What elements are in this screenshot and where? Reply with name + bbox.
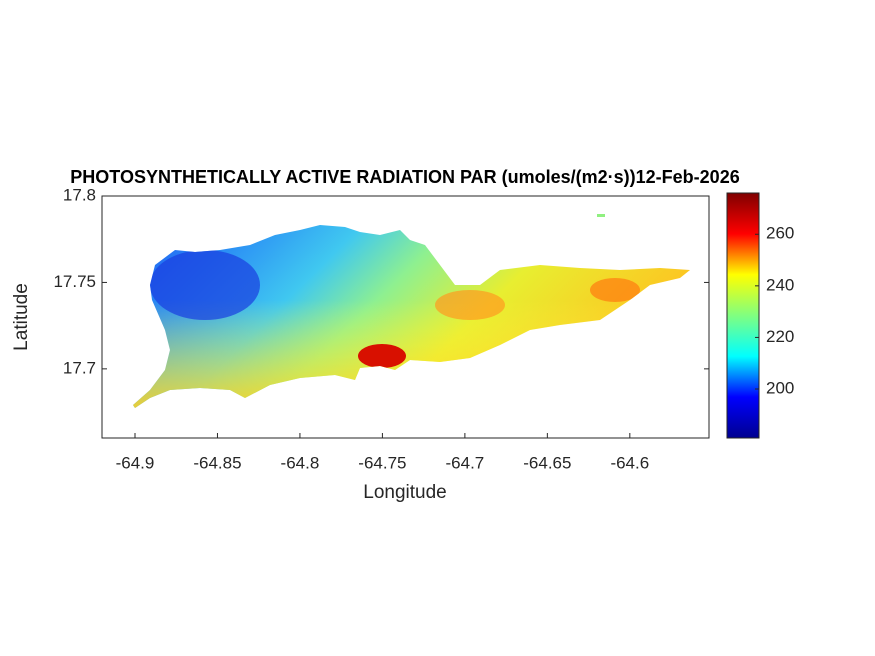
x-tick-label: -64.8 — [281, 453, 320, 472]
y-tick-label: 17.75 — [53, 272, 96, 291]
x-axis-label: Longitude — [363, 482, 446, 503]
x-tick-label: -64.85 — [193, 453, 241, 472]
y-axis-label: Latitude — [11, 283, 32, 351]
colorbar-tick-label: 220 — [766, 327, 794, 346]
chart-title: PHOTOSYNTHETICALLY ACTIVE RADIATION PAR … — [70, 167, 739, 187]
islet — [597, 214, 605, 217]
x-tick-label: -64.65 — [523, 453, 571, 472]
y-tick-label: 17.8 — [63, 185, 96, 204]
x-tick-label: -64.75 — [358, 453, 406, 472]
colorbar-tick-label: 200 — [766, 378, 794, 397]
x-tick-label: -64.7 — [446, 453, 485, 472]
colorbar-tick-label: 260 — [766, 224, 794, 243]
y-tick-label: 17.7 — [63, 358, 96, 377]
x-tick-label: -64.6 — [610, 453, 649, 472]
colorbar-tick-label: 240 — [766, 275, 794, 294]
colorbar — [726, 192, 760, 439]
x-tick-label: -64.9 — [116, 453, 155, 472]
